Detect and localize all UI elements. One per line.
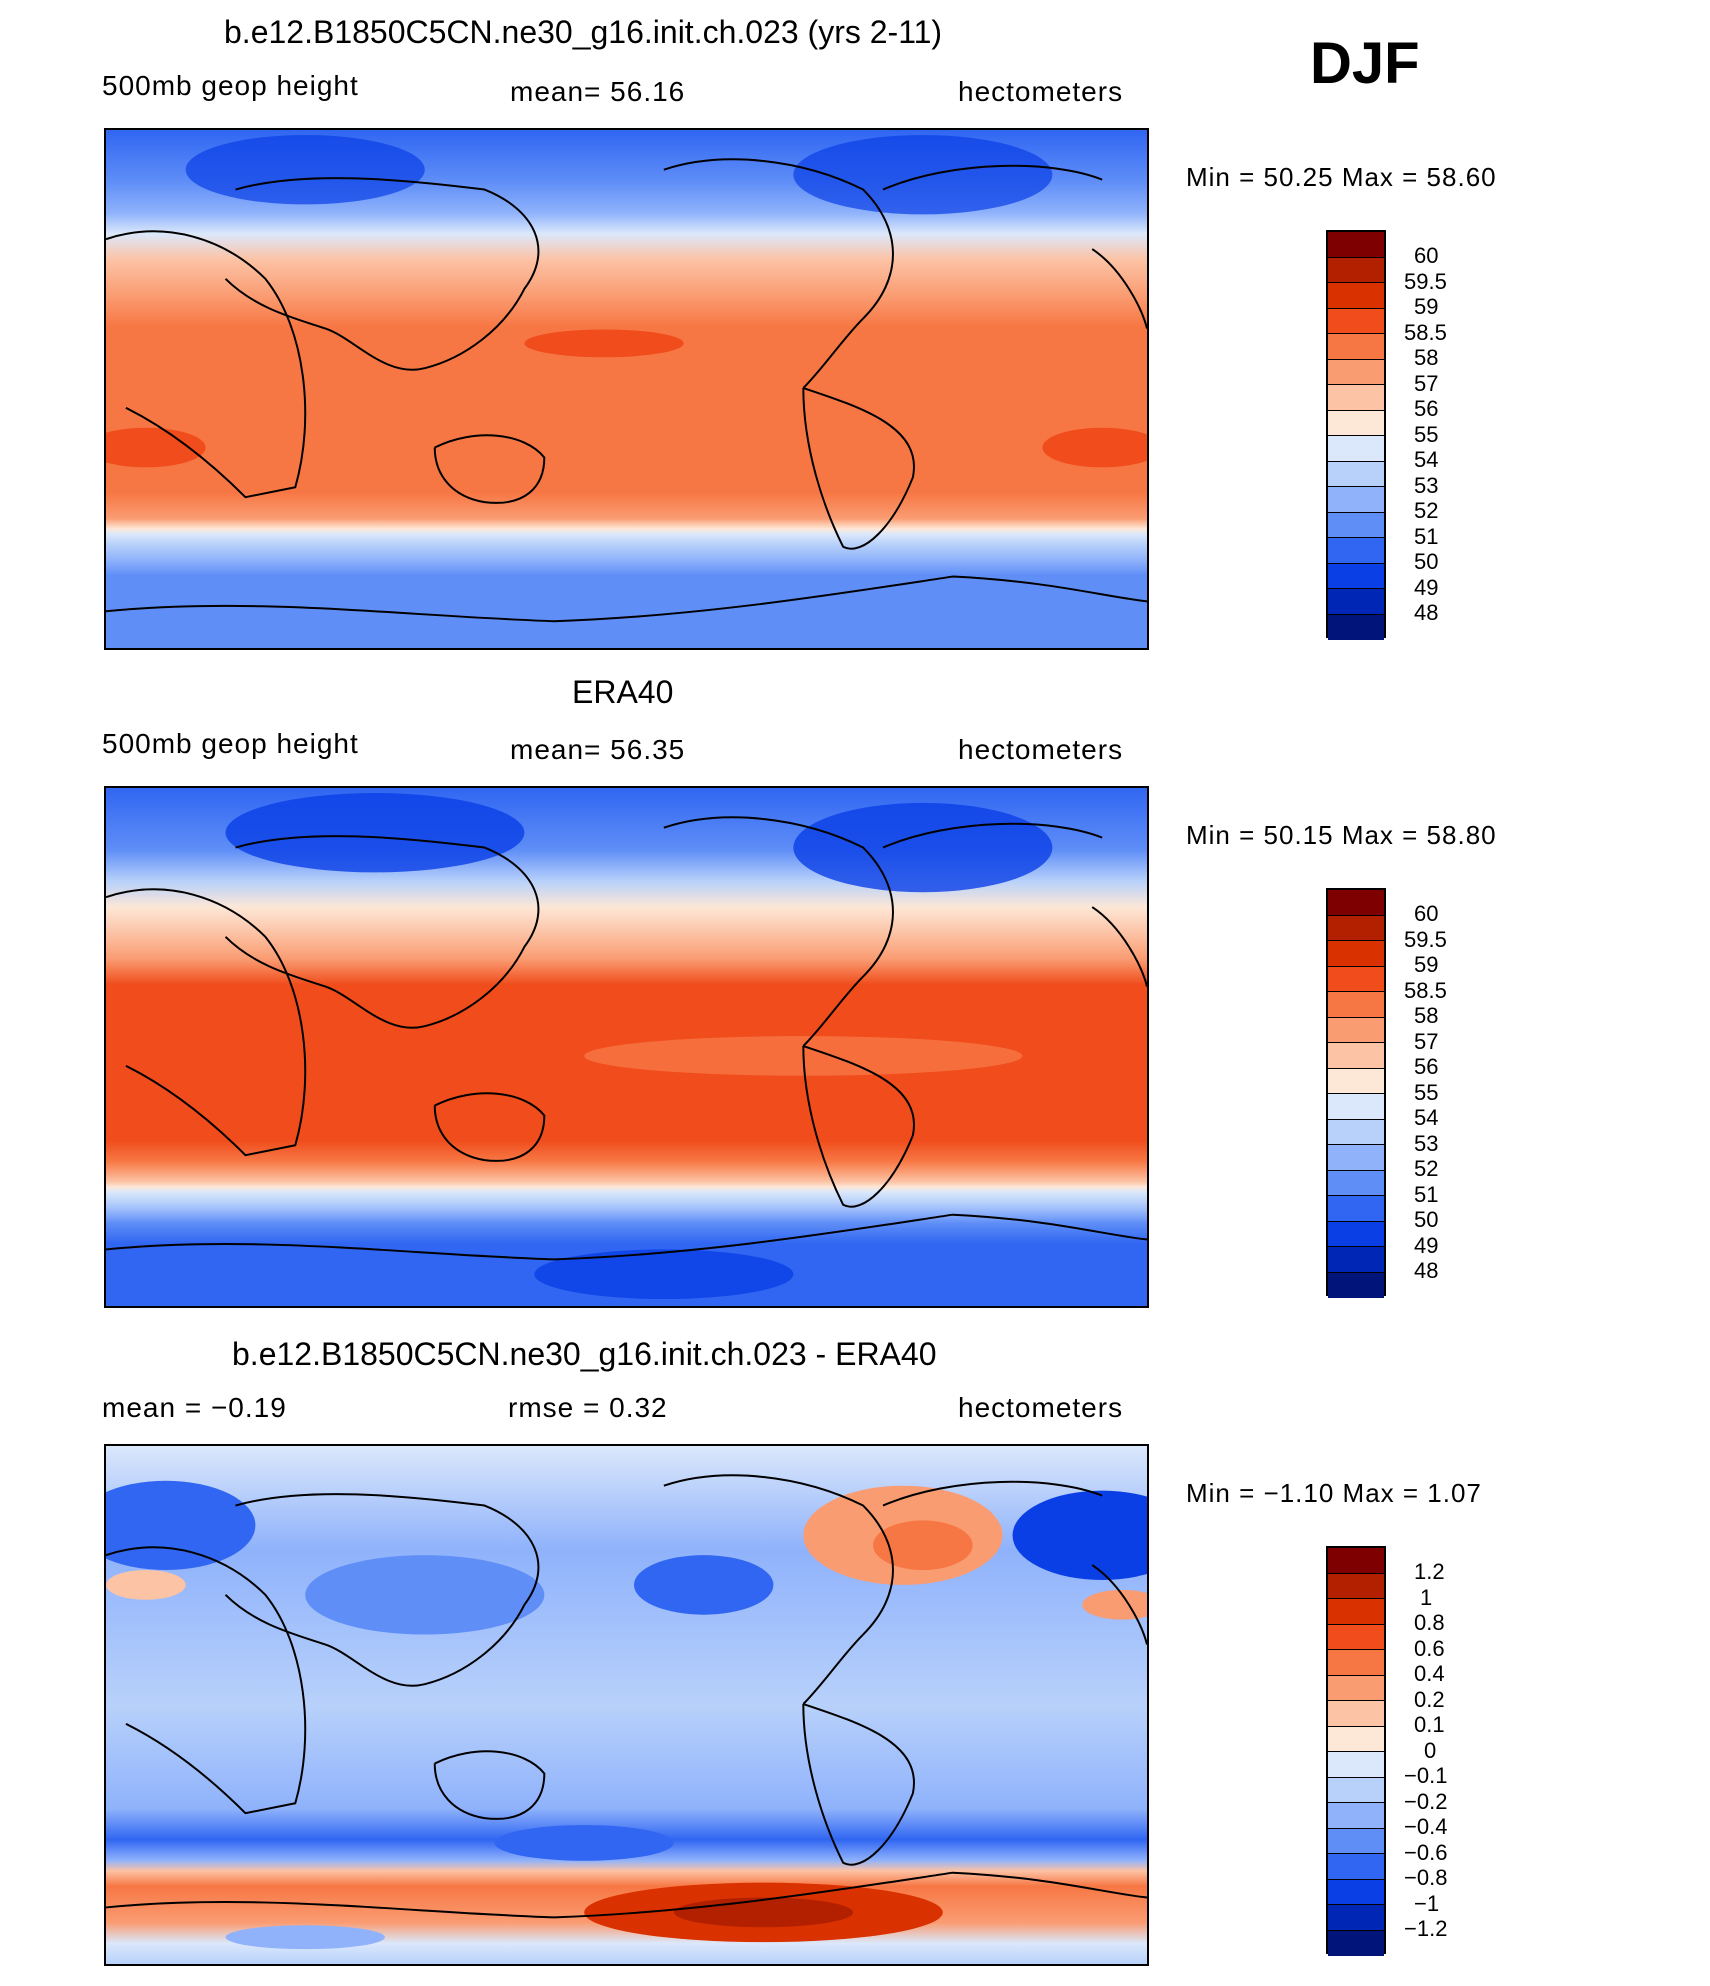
- panel3-rmse: rmse = 0.32: [508, 1392, 668, 1423]
- panel1-map-image: [106, 130, 1147, 648]
- panel3-colorbar-label: −0.1: [1404, 1763, 1448, 1788]
- panel1-map: [104, 128, 1149, 650]
- panel2-colorbar-label: 56: [1414, 1054, 1439, 1079]
- panel2-units: hectometers: [958, 734, 1124, 765]
- panel1-colorbar-label: 53: [1414, 473, 1439, 498]
- panel3-colorbar-label: −0.2: [1404, 1789, 1448, 1814]
- panel1-colorbar-label: 57: [1414, 371, 1439, 396]
- panel3-map: [104, 1444, 1149, 1966]
- panel2-map: [104, 786, 1149, 1308]
- panel1-colorbar-label: 52: [1414, 498, 1439, 523]
- panel1-colorbar-label: 60: [1414, 243, 1439, 268]
- panel1-colorbar-label: 49: [1414, 575, 1439, 600]
- panel2-colorbar-label: 48: [1414, 1258, 1439, 1283]
- season-label: DJF: [1310, 31, 1420, 96]
- panel2-colorbar-label: 54: [1414, 1105, 1439, 1130]
- panel3-colorbar-label: −0.8: [1404, 1865, 1448, 1890]
- panel3-colorbar-label: 0.2: [1414, 1687, 1445, 1712]
- panel3-colorbar-label: 1: [1420, 1585, 1433, 1610]
- panel3-colorbar-label: 0.1: [1414, 1712, 1445, 1737]
- panel1-colorbar-label: 59.5: [1404, 269, 1447, 294]
- panel2-minmax: Min = 50.15 Max = 58.80: [1186, 820, 1497, 850]
- panel2-colorbar-label: 57: [1414, 1029, 1439, 1054]
- panel1-colorbar-label: 51: [1414, 524, 1439, 549]
- panel1-colorbar-label: 55: [1414, 422, 1439, 447]
- panel3-title: b.e12.B1850C5CN.ne30_g16.init.ch.023 - E…: [232, 1336, 937, 1372]
- panel2-colorbar-label: 50: [1414, 1207, 1439, 1232]
- panel3-colorbar-label: −0.4: [1404, 1814, 1448, 1839]
- panel3-map-image: [106, 1446, 1147, 1964]
- panel2-mean: mean= 56.35: [510, 734, 686, 765]
- panel2-colorbar-label: 49: [1414, 1233, 1439, 1258]
- panel2-colorbar-label: 52: [1414, 1156, 1439, 1181]
- panel3-colorbar-label: 0.4: [1414, 1661, 1445, 1686]
- panel1-title: b.e12.B1850C5CN.ne30_g16.init.ch.023 (yr…: [224, 14, 943, 50]
- panel3-colorbar-label: 1.2: [1414, 1559, 1445, 1584]
- panel3-mean: mean = −0.19: [102, 1392, 287, 1423]
- panel3-colorbar-label: 0.6: [1414, 1636, 1445, 1661]
- panel3-colorbar-label: −0.6: [1404, 1840, 1448, 1865]
- panel3-colorbar-label: −1: [1414, 1891, 1440, 1916]
- panel3-colorbar-label: 0: [1424, 1738, 1437, 1763]
- panel2-variable: 500mb geop height: [102, 728, 359, 759]
- panel1-colorbar-label: 56: [1414, 396, 1439, 421]
- panel1-colorbar-label: 59: [1414, 294, 1439, 319]
- panel2-title: ERA40: [572, 674, 674, 710]
- panel2-colorbar-label: 59: [1414, 952, 1439, 977]
- panel2-colorbar-label: 58: [1414, 1003, 1439, 1028]
- panel1-minmax: Min = 50.25 Max = 58.60: [1186, 162, 1497, 192]
- panel2-colorbar-label: 58.5: [1404, 978, 1447, 1003]
- panel1-mean: mean= 56.16: [510, 76, 686, 107]
- panel3-units: hectometers: [958, 1392, 1124, 1423]
- panel3-colorbar: [1326, 1546, 1386, 1956]
- panel2-colorbar-label: 60: [1414, 901, 1439, 926]
- panel1-colorbar: [1326, 230, 1386, 640]
- panel1-variable: 500mb geop height: [102, 70, 359, 101]
- panel3-colorbar-label: 0.8: [1414, 1610, 1445, 1635]
- panel2-map-image: [106, 788, 1147, 1306]
- panel1-colorbar-label: 48: [1414, 600, 1439, 625]
- panel3-minmax: Min = −1.10 Max = 1.07: [1186, 1478, 1482, 1508]
- panel2-colorbar-label: 59.5: [1404, 927, 1447, 952]
- panel2-colorbar-label: 53: [1414, 1131, 1439, 1156]
- panel1-colorbar-label: 58.5: [1404, 320, 1447, 345]
- panel2-colorbar-label: 51: [1414, 1182, 1439, 1207]
- panel2-colorbar-label: 55: [1414, 1080, 1439, 1105]
- panel1-units: hectometers: [958, 76, 1124, 107]
- panel3-colorbar-label: −1.2: [1404, 1916, 1448, 1941]
- panel1-colorbar-label: 50: [1414, 549, 1439, 574]
- panel1-colorbar-label: 58: [1414, 345, 1439, 370]
- panel1-colorbar-label: 54: [1414, 447, 1439, 472]
- panel2-colorbar: [1326, 888, 1386, 1298]
